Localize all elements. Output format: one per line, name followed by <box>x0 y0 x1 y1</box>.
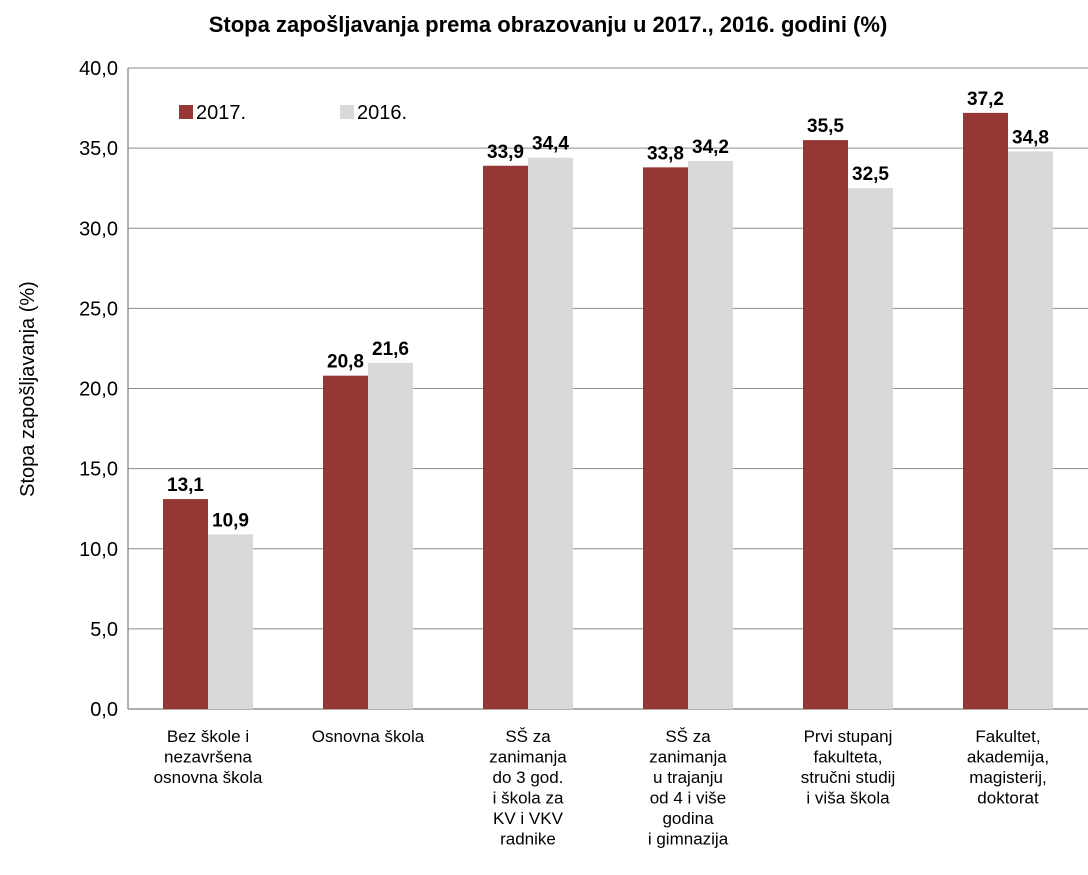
bar-2016-4 <box>848 188 893 709</box>
x-category-label: SŠ za <box>665 727 711 746</box>
legend-label: 2017. <box>196 102 246 124</box>
y-tick-label: 10,0 <box>79 539 118 561</box>
bar-2017-3 <box>643 167 688 710</box>
data-label: 21,6 <box>372 339 409 360</box>
y-tick-label: 20,0 <box>79 379 118 401</box>
y-axis-label: Stopa zapošljavanja (%) <box>17 281 39 497</box>
x-category-label: i viša škola <box>806 789 890 808</box>
bar-2017-1 <box>323 375 368 709</box>
x-category-label: Bez škole i <box>167 727 249 746</box>
data-label: 32,5 <box>852 164 889 185</box>
y-tick-label: 5,0 <box>90 619 118 641</box>
x-category-label: stručni studij <box>801 768 895 787</box>
bar-2016-1 <box>368 362 413 709</box>
y-tick-label: 35,0 <box>79 138 118 160</box>
bar-2017-5 <box>963 112 1008 710</box>
x-category-label: godina <box>662 809 714 828</box>
data-label: 10,9 <box>212 510 249 531</box>
y-tick-label: 30,0 <box>79 218 118 240</box>
data-label: 34,8 <box>1012 127 1049 148</box>
x-category-label: radnike <box>500 830 556 849</box>
data-label: 37,2 <box>967 89 1004 110</box>
bars <box>163 112 1053 710</box>
x-category-label: magisterij, <box>969 768 1046 787</box>
legend-swatch <box>179 105 193 119</box>
x-category-label: KV i VKV <box>493 809 564 828</box>
x-category-label: u trajanju <box>653 768 723 787</box>
y-axis-ticks: 0,0 5,0 10,0 15,0 20,0 25,0 30,0 35,0 40,0 <box>79 58 118 721</box>
x-category-label: Fakultet, <box>975 727 1040 746</box>
y-tick-label: 15,0 <box>79 459 118 481</box>
x-category-label: nezavršena <box>164 748 252 767</box>
x-category-label: do 3 god. <box>493 768 564 787</box>
x-category-label: od 4 i više <box>650 789 727 808</box>
x-category-label: doktorat <box>977 789 1039 808</box>
x-category-label: SŠ za <box>505 727 551 746</box>
data-label: 34,2 <box>692 137 729 158</box>
x-category-label: Prvi stupanj <box>804 727 893 746</box>
data-label: 20,8 <box>327 352 364 373</box>
bar-2017-4 <box>803 140 848 710</box>
x-category-label: i gimnazija <box>648 830 729 849</box>
chart-title: Stopa zapošljavanja prema obrazovanju u … <box>209 12 888 37</box>
x-category-label: Osnovna škola <box>312 727 425 746</box>
value-labels: 13,1 20,8 33,9 33,8 35,5 37,2 10,9 21,6 34,4 34,2… <box>167 89 1049 531</box>
x-category-label: i škola za <box>493 789 564 808</box>
y-tick-label: 25,0 <box>79 298 118 320</box>
legend: 2017. 2016. <box>179 102 407 124</box>
x-category-label: osnovna škola <box>154 768 263 787</box>
data-label: 13,1 <box>167 475 204 496</box>
x-category-label: akademija, <box>967 748 1049 767</box>
y-tick-label: 0,0 <box>90 699 118 721</box>
bar-2017-0 <box>163 499 208 709</box>
data-label: 35,5 <box>807 116 844 137</box>
bar-2016-0 <box>208 534 253 709</box>
y-tick-label: 40,0 <box>79 58 118 80</box>
bar-2016-5 <box>1008 151 1053 709</box>
data-label: 34,4 <box>532 134 569 155</box>
x-category-label: zanimanja <box>489 748 567 767</box>
data-label: 33,8 <box>647 143 684 164</box>
bar-2017-2 <box>483 165 528 709</box>
bar-2016-3 <box>688 160 733 709</box>
gridlines <box>127 67 1088 710</box>
data-label: 33,9 <box>487 142 524 163</box>
x-category-label: fakulteta, <box>814 748 883 767</box>
legend-label: 2016. <box>357 102 407 124</box>
bar-2016-2 <box>528 157 573 710</box>
x-category-label: zanimanja <box>649 748 727 767</box>
legend-swatch <box>340 105 354 119</box>
